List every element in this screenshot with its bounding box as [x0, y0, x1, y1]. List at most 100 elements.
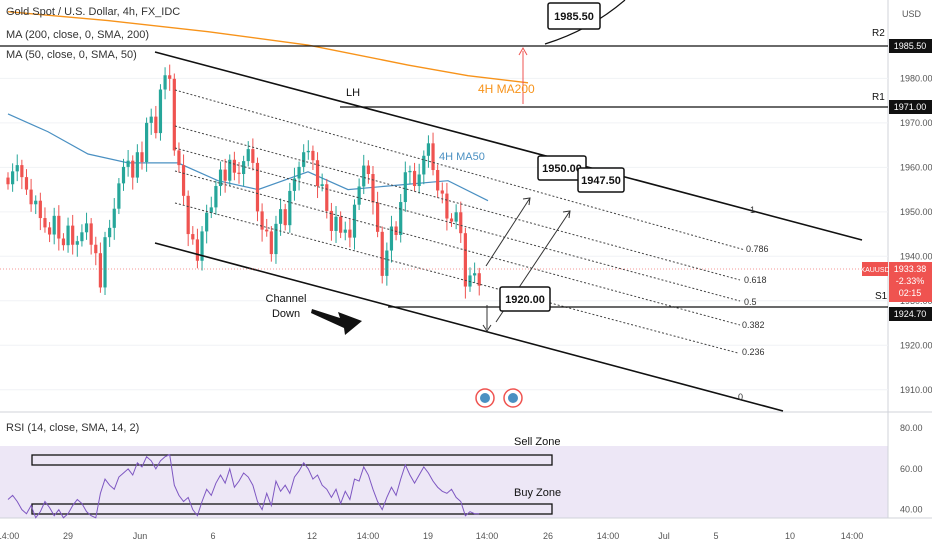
s1-label: S1 — [875, 291, 888, 302]
candle — [71, 214, 75, 255]
fib-line-05[interactable] — [174, 147, 741, 302]
candle — [209, 196, 213, 219]
fib-label-1: 1 — [750, 205, 755, 215]
candle — [131, 155, 135, 190]
channel-upper-line[interactable] — [154, 51, 863, 241]
candle — [145, 117, 149, 172]
candle — [389, 215, 394, 263]
rsi-band — [0, 446, 888, 518]
target-1950-text: 1950.00 — [542, 163, 582, 175]
candle — [29, 178, 33, 212]
time-label-2: Jun — [133, 531, 148, 541]
sell-zone-label: Sell Zone — [514, 436, 560, 448]
candle — [380, 226, 384, 284]
candle — [468, 267, 472, 292]
candle — [108, 219, 112, 247]
candle — [306, 140, 310, 160]
candle — [47, 222, 52, 243]
candle — [362, 154, 366, 195]
channel-label-line2: Down — [272, 308, 300, 320]
fib-label-05: 0.5 — [744, 297, 757, 307]
current-price-text: 1933.38 — [894, 264, 927, 274]
ma200-line[interactable] — [7, 10, 529, 84]
candle — [237, 162, 241, 184]
candle — [24, 169, 29, 195]
candle — [75, 235, 79, 257]
candle — [135, 144, 139, 183]
candle — [223, 158, 227, 193]
current-change-text: -2.33% — [896, 276, 925, 286]
candle — [200, 226, 204, 271]
target-1947-box[interactable] — [577, 167, 625, 193]
candle — [339, 211, 343, 239]
candle — [260, 203, 264, 242]
s1-price-tag-text: 1924.70 — [894, 309, 927, 319]
candle — [186, 190, 190, 247]
time-label-10: Jul — [658, 531, 670, 541]
time-label-4: 12 — [307, 531, 317, 541]
sell-zone-box[interactable] — [31, 454, 553, 466]
candle — [477, 267, 481, 296]
candle — [246, 141, 250, 167]
candle — [149, 108, 153, 135]
ma50-label: 4H MA50 — [439, 151, 485, 163]
candle — [34, 195, 38, 215]
candle — [329, 202, 333, 241]
fib-line-0382[interactable] — [174, 170, 741, 326]
candle — [459, 201, 463, 243]
candle — [232, 151, 236, 181]
time-label-12: 10 — [785, 531, 795, 541]
candle — [394, 221, 398, 241]
candle — [43, 207, 47, 233]
symbol-tag-text: XAUUSD — [860, 267, 889, 274]
candle — [103, 231, 107, 296]
label-boxes: 1985.50 1950.00 1947.50 1920.00 — [499, 2, 625, 312]
candle — [302, 144, 306, 173]
candle — [255, 157, 260, 222]
candle — [352, 199, 357, 250]
candle — [251, 138, 255, 171]
time-label-6: 19 — [423, 531, 433, 541]
candle — [84, 212, 89, 240]
price-tick-1: 1970.00 — [900, 118, 932, 128]
candle — [154, 105, 158, 139]
buy-zone-label: Buy Zone — [514, 487, 561, 499]
arrow-down-1920-head — [482, 324, 492, 332]
candle — [38, 192, 42, 231]
price-tick-7: 1910.00 — [900, 385, 932, 395]
candle — [366, 160, 370, 184]
time-label-3: 6 — [210, 531, 215, 541]
event-icon-2[interactable] — [503, 388, 523, 408]
candle — [140, 141, 144, 170]
fib-line-0236[interactable] — [174, 202, 739, 354]
target-1920-box[interactable] — [499, 286, 551, 312]
symbol-legend[interactable]: Gold Spot / U.S. Dollar, 4h, FX_IDC — [6, 6, 180, 18]
rsi-polyline[interactable] — [7, 453, 480, 519]
ma50-legend[interactable]: MA (50, close, 0, SMA, 50) — [6, 49, 137, 61]
candle — [445, 182, 449, 231]
time-label-9: 14:00 — [597, 531, 620, 541]
channel-lower-line[interactable] — [154, 242, 784, 412]
rsi-legend[interactable]: RSI (14, close, SMA, 14, 2) — [6, 422, 139, 434]
candle — [15, 154, 19, 182]
candle — [80, 224, 84, 247]
target-1985-text: 1985.50 — [554, 11, 594, 23]
fib-line-0786[interactable] — [174, 89, 746, 251]
fib-line-0618[interactable] — [174, 125, 741, 281]
candle — [297, 161, 301, 191]
candle — [163, 67, 167, 100]
rsi-line — [7, 453, 480, 519]
event-icon-1[interactable] — [475, 388, 495, 408]
price-tick-2: 1960.00 — [900, 162, 932, 172]
candle — [228, 154, 232, 187]
candle — [315, 152, 320, 199]
target-1985-box[interactable] — [547, 2, 601, 30]
candle — [376, 191, 380, 238]
lh-label: LH — [346, 87, 360, 99]
symbol-tag — [862, 262, 888, 276]
ma200-legend[interactable]: MA (200, close, 0, SMA, 200) — [6, 29, 149, 41]
candle — [126, 149, 130, 177]
candle — [218, 161, 223, 196]
price-pane[interactable] — [0, 0, 888, 412]
